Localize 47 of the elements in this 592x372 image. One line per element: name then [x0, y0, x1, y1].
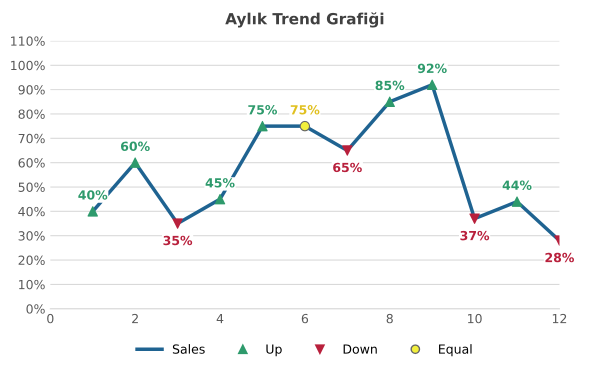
y-tick-label: 70%: [18, 134, 45, 144]
data-label: 37%: [460, 230, 490, 240]
chart-title: Aylık Trend Grafiği: [225, 12, 384, 28]
x-tick-label: 8: [386, 314, 393, 324]
y-tick-label: 110%: [11, 36, 45, 46]
point: [300, 120, 310, 132]
data-label: 75%: [290, 105, 320, 114]
x-tick-label: 0: [47, 314, 54, 324]
y-tick-label: 10%: [19, 280, 45, 290]
y-tick-label: 30%: [18, 231, 45, 241]
y-tick-label: 60%: [18, 158, 45, 168]
point: [469, 213, 480, 224]
point: [342, 145, 353, 156]
point: [384, 96, 395, 108]
x-tick-label: 2: [132, 314, 138, 324]
point: [88, 206, 98, 217]
data-label: 60%: [120, 142, 150, 152]
point: [257, 120, 268, 132]
x-tick-label: 12: [552, 314, 566, 324]
x-tick-label: 6: [302, 314, 308, 324]
data-label: 28%: [545, 252, 574, 262]
y-tick-label: 40%: [18, 206, 45, 216]
point: [130, 157, 140, 168]
legend-label: Equal: [439, 344, 472, 356]
y-tick-label: 90%: [18, 85, 45, 95]
data-label: 40%: [78, 190, 108, 200]
data-label: 65%: [333, 162, 362, 172]
data-label: 85%: [376, 80, 404, 90]
point: [214, 194, 226, 204]
data-label: 75%: [248, 105, 278, 114]
point: [172, 218, 183, 229]
y-tick-label: 20%: [18, 256, 45, 265]
point: [426, 80, 438, 90]
legend-label: Sales: [172, 344, 205, 354]
data-label: 44%: [502, 180, 532, 190]
y-tick-label: 0%: [26, 304, 45, 314]
x-tick-label: 4: [216, 314, 224, 324]
legend-label: Down: [344, 344, 377, 354]
point: [512, 196, 522, 207]
legend-label: Up: [266, 344, 282, 356]
y-tick-label: 100%: [11, 60, 45, 70]
x-tick-label: 10: [468, 314, 482, 324]
y-tick-label: 50%: [18, 182, 45, 192]
data-label: 92%: [418, 64, 447, 74]
y-tick-label: 80%: [18, 109, 45, 119]
data-label: 35%: [163, 236, 192, 246]
data-label: 45%: [206, 178, 235, 188]
